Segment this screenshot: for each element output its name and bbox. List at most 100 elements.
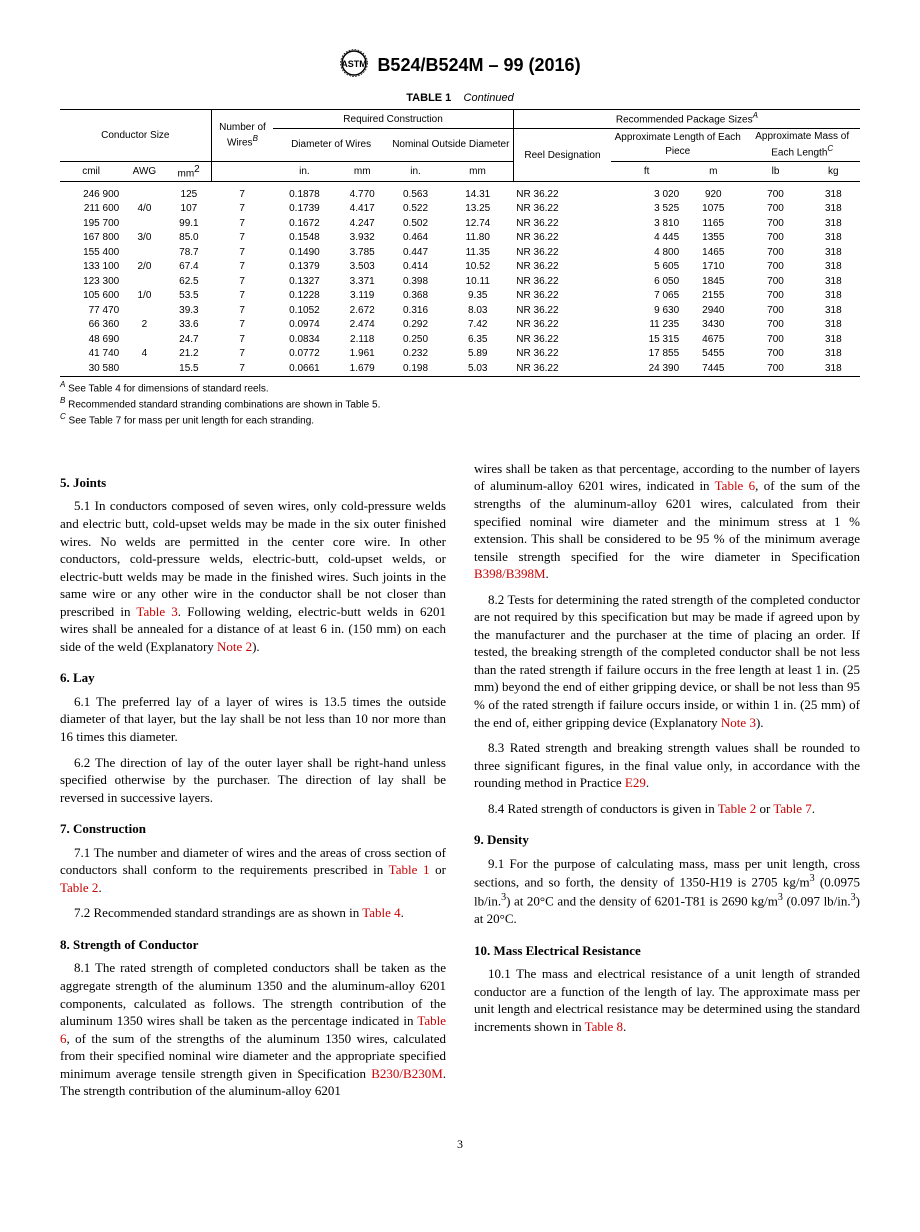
cell-din: 0.0974 [273,318,335,333]
cell-ft: 7 065 [611,289,682,304]
cell-reel: NR 36.22 [513,362,611,377]
cell-lb: 700 [744,202,806,217]
cell-kg: 318 [807,333,860,348]
cell-dmm: 4.417 [336,202,389,217]
para-5-1: 5.1 In conductors composed of seven wire… [60,497,446,655]
cell-dmm: 4.247 [336,217,389,232]
cell-lb: 700 [744,231,806,246]
cell-mm2: 33.6 [167,318,211,333]
cell-cmil: 211 600 [60,202,122,217]
cell-ft: 3 020 [611,188,682,203]
cell-kg: 318 [807,188,860,203]
cell-reel: NR 36.22 [513,188,611,203]
ref-e29: E29 [625,775,646,790]
cell-mm2: 125 [167,188,211,203]
cell-dmm: 2.118 [336,333,389,348]
cell-ft: 9 630 [611,304,682,319]
cell-reel: NR 36.22 [513,304,611,319]
cell-nin: 0.232 [389,347,442,362]
th-m: m [682,161,744,182]
table-row: 246 90012570.18784.7700.56314.31NR 36.22… [60,188,860,203]
th-approx-length: Approximate Length of Each Piece [611,129,744,161]
cell-nmm: 5.89 [442,347,513,362]
cell-nw: 7 [211,347,273,362]
astm-logo-icon: ASTM [339,48,369,83]
table-footnotes: A See Table 4 for dimensions of standard… [60,380,860,427]
cell-lb: 700 [744,188,806,203]
section-5-head: 5. Joints [60,474,446,492]
cell-dmm: 1.679 [336,362,389,377]
ref-table-2b: Table 2 [718,801,756,816]
cell-nmm: 12.74 [442,217,513,232]
cell-reel: NR 36.22 [513,333,611,348]
cell-dmm: 1.961 [336,347,389,362]
cell-kg: 318 [807,231,860,246]
cell-din: 0.1228 [273,289,335,304]
cell-mm2: 24.7 [167,333,211,348]
cell-dmm: 4.770 [336,188,389,203]
table-row: 123 30062.570.13273.3710.39810.11NR 36.2… [60,275,860,290]
cell-cmil: 48 690 [60,333,122,348]
cell-reel: NR 36.22 [513,318,611,333]
cell-nin: 0.316 [389,304,442,319]
table-row: 211 6004/010770.17394.4170.52213.25NR 36… [60,202,860,217]
cell-ft: 4 445 [611,231,682,246]
cell-nmm: 6.35 [442,333,513,348]
cell-m: 1165 [682,217,744,232]
conductor-table: Conductor Size Number of WiresB Required… [60,109,860,377]
cell-din: 0.1739 [273,202,335,217]
section-6-head: 6. Lay [60,669,446,687]
cell-ft: 3 810 [611,217,682,232]
cell-kg: 318 [807,318,860,333]
cell-m: 1845 [682,275,744,290]
cell-m: 1075 [682,202,744,217]
footnote-b: B Recommended standard stranding combina… [60,396,860,412]
th-dmm: mm [336,161,389,182]
cell-reel: NR 36.22 [513,231,611,246]
cell-nmm: 8.03 [442,304,513,319]
cell-lb: 700 [744,304,806,319]
ref-b230: B230/B230M [371,1066,443,1081]
cell-awg [122,333,166,348]
th-lb: lb [744,161,806,182]
cell-cmil: 123 300 [60,275,122,290]
th-num-wires: Number of WiresB [211,110,273,161]
cell-mm2: 53.5 [167,289,211,304]
th-required: Required Construction [273,110,513,129]
cell-awg [122,246,166,261]
para-6-2: 6.2 The direction of lay of the outer la… [60,754,446,807]
para-8-2: 8.2 Tests for determining the rated stre… [474,591,860,731]
cell-ft: 24 390 [611,362,682,377]
body-columns: 5. Joints 5.1 In conductors composed of … [60,460,860,1108]
th-nin: in. [389,161,442,182]
cell-reel: NR 36.22 [513,217,611,232]
cell-kg: 318 [807,260,860,275]
ref-table-3: Table 3 [136,604,177,619]
cell-kg: 318 [807,202,860,217]
table-row: 155 40078.770.14903.7850.44711.35NR 36.2… [60,246,860,261]
cell-lb: 700 [744,289,806,304]
cell-lb: 700 [744,246,806,261]
ref-table-2: Table 2 [60,880,98,895]
cell-mm2: 85.0 [167,231,211,246]
cell-nmm: 7.42 [442,318,513,333]
th-reel: Reel Designation [513,129,611,182]
cell-dmm: 3.785 [336,246,389,261]
cell-lb: 700 [744,318,806,333]
cell-nmm: 13.25 [442,202,513,217]
cell-awg: 2/0 [122,260,166,275]
cell-nw: 7 [211,217,273,232]
cell-reel: NR 36.22 [513,246,611,261]
th-recommended: Recommended Package SizesA [513,110,860,129]
section-8-head: 8. Strength of Conductor [60,936,446,954]
cell-nw: 7 [211,304,273,319]
th-nominal: Nominal Outside Diameter [389,129,513,161]
cell-ft: 4 800 [611,246,682,261]
cell-awg: 1/0 [122,289,166,304]
cell-ft: 5 605 [611,260,682,275]
cell-reel: NR 36.22 [513,289,611,304]
cell-mm2: 67.4 [167,260,211,275]
ref-table-1: Table 1 [389,862,430,877]
cell-kg: 318 [807,246,860,261]
cell-nin: 0.368 [389,289,442,304]
